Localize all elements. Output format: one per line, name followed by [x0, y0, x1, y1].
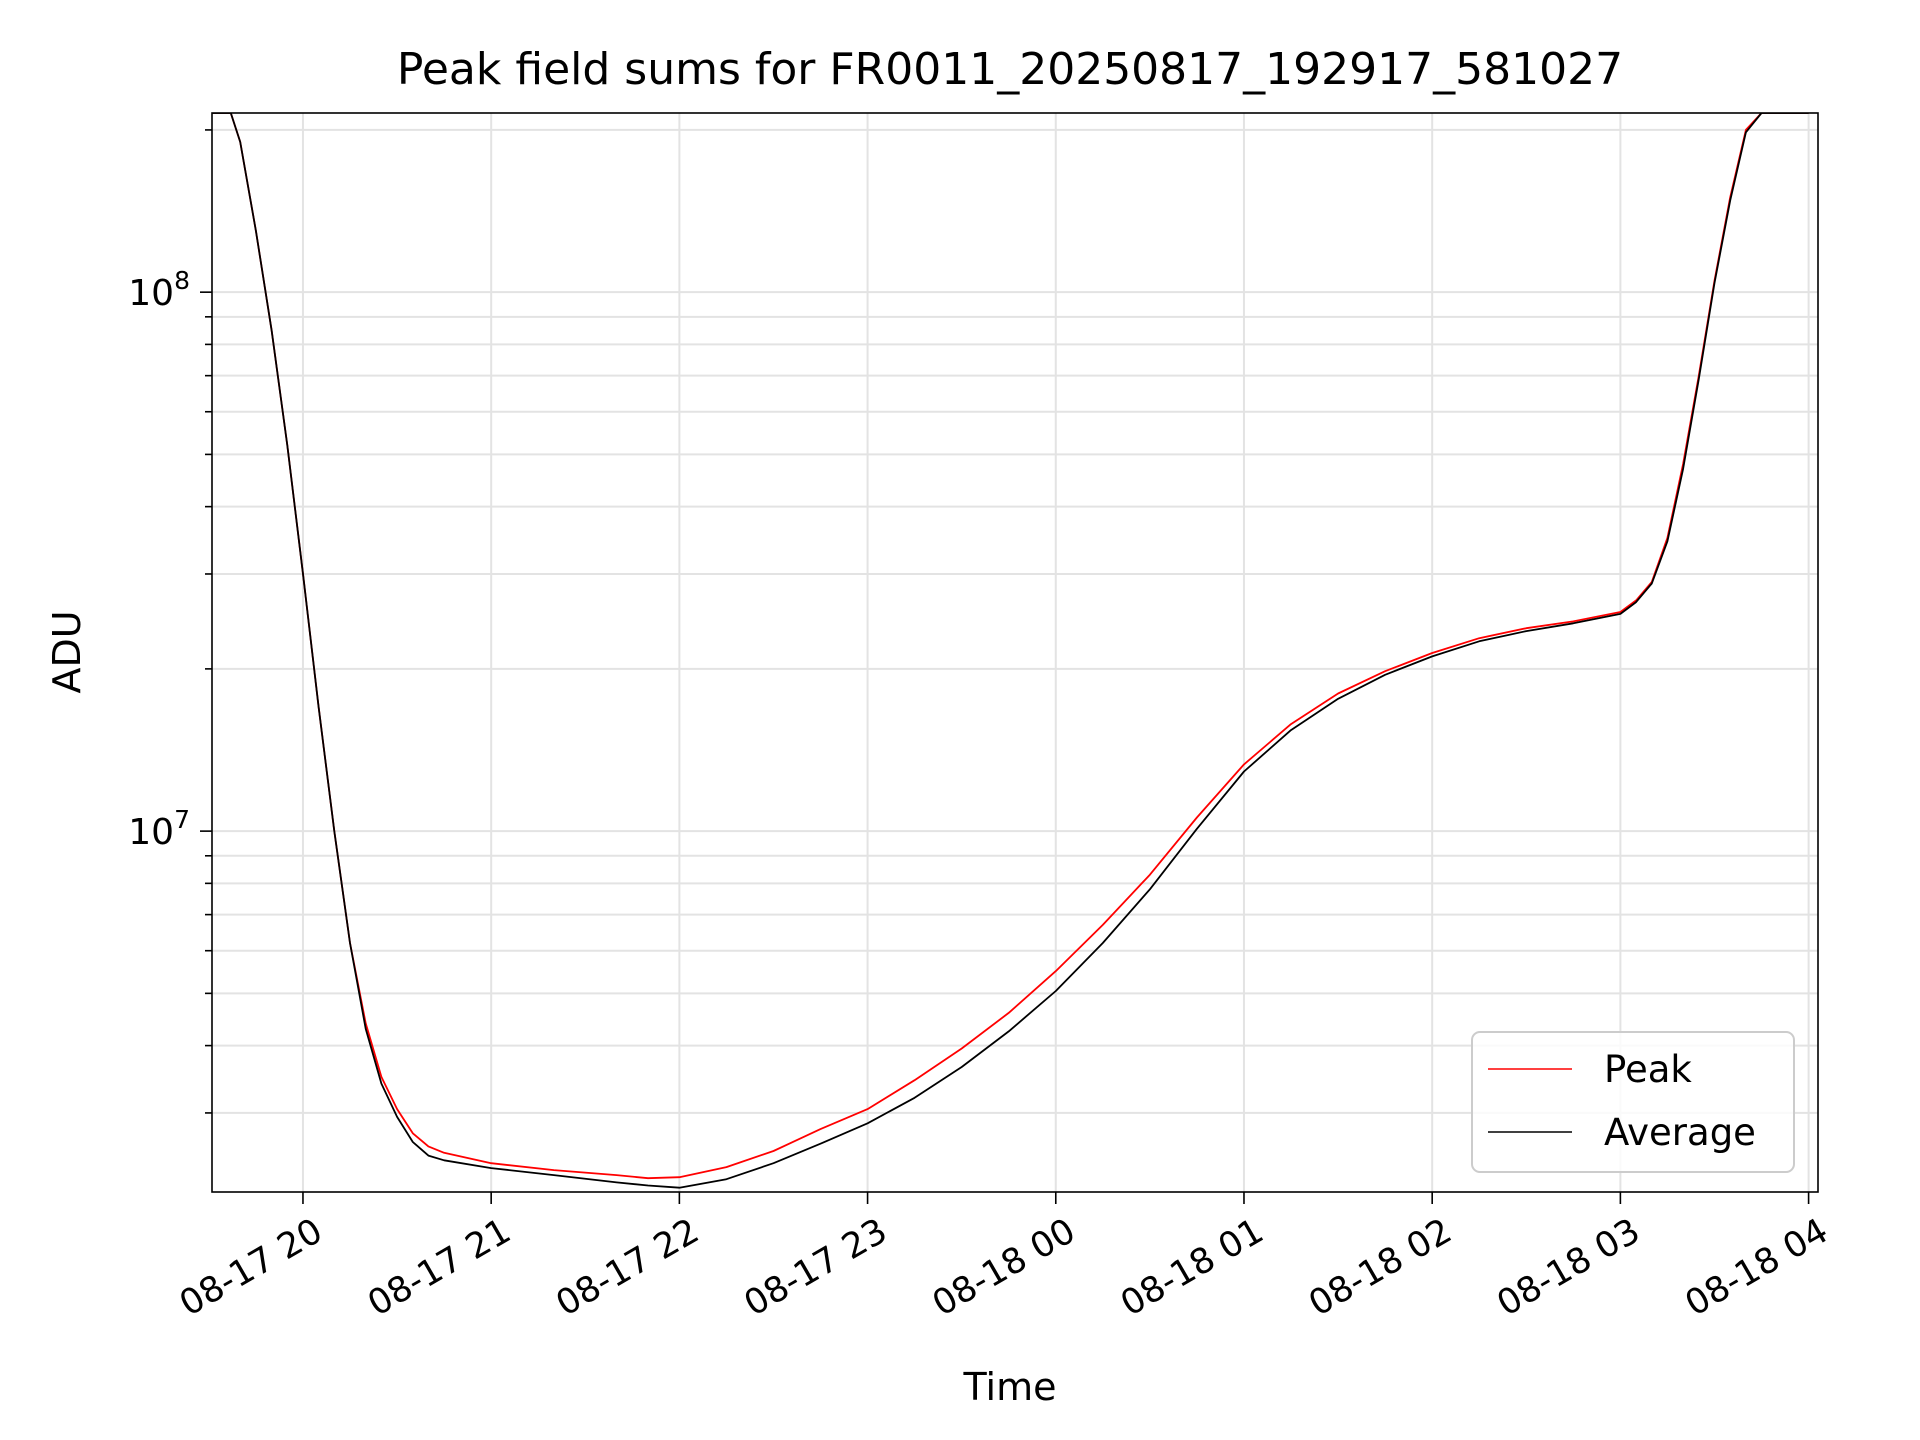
series-layer	[212, 113, 1809, 1189]
series-line-average	[212, 113, 1809, 1189]
legend-frame	[1471, 1031, 1795, 1173]
y-tick-label-base: 10	[128, 812, 174, 853]
legend: Peak Average	[1471, 1031, 1795, 1173]
y-tick-label: 107	[128, 805, 190, 853]
y-tick-label-exponent: 8	[174, 266, 190, 295]
plot-frame	[211, 112, 1819, 1193]
y-tick-label-exponent: 7	[174, 805, 190, 834]
y-tick-label-base: 10	[128, 273, 174, 314]
y-axis-label: ADU	[45, 610, 89, 693]
legend-label-average: Average	[1604, 1111, 1756, 1154]
legend-label-peak: Peak	[1604, 1048, 1692, 1091]
chart-title: Peak field sums for FR0011_20250817_1929…	[397, 44, 1623, 95]
x-axis-label: Time	[963, 1365, 1057, 1409]
y-tick-label: 108	[128, 266, 190, 314]
